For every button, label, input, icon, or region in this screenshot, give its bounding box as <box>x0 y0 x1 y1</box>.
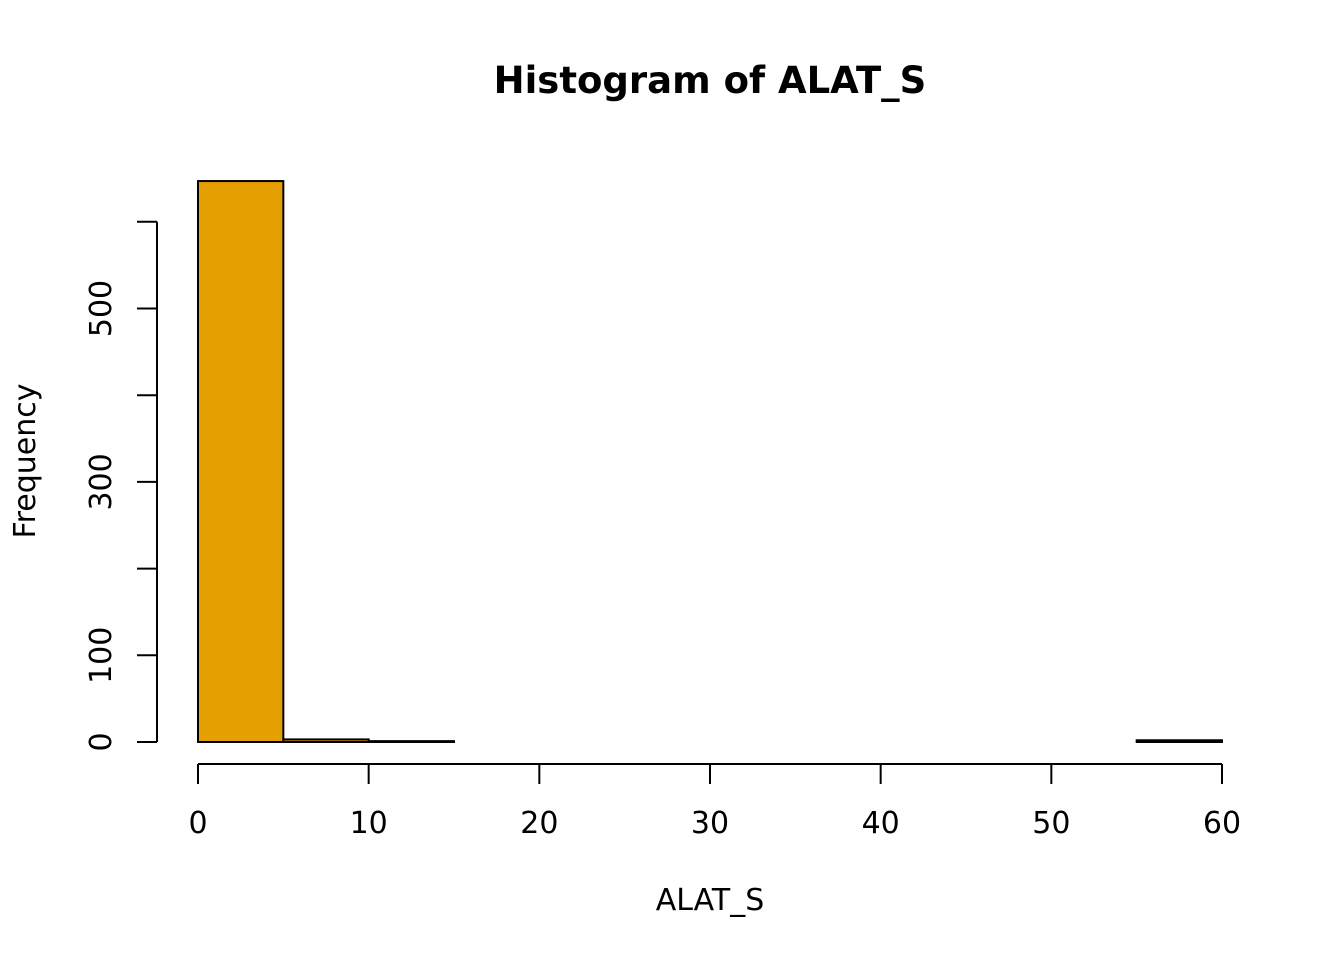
histogram-bar <box>367 740 455 743</box>
chart-title: Histogram of ALAT_S <box>494 59 927 102</box>
y-tick-label: 300 <box>84 453 119 510</box>
y-tick-label: 100 <box>84 627 119 684</box>
y-tick-label: 500 <box>84 280 119 337</box>
x-tick-label: 60 <box>1203 806 1241 841</box>
y-tick-label: 0 <box>84 732 119 751</box>
x-tick-label: 10 <box>350 806 388 841</box>
x-tick-label: 0 <box>188 806 207 841</box>
y-axis: 0 100 300 500 <box>84 220 158 752</box>
x-tick-label: 50 <box>1032 806 1070 841</box>
histogram-bar <box>1135 739 1223 743</box>
histogram-bars <box>197 180 1223 743</box>
histogram-bar <box>197 180 285 743</box>
x-tick-label: 40 <box>862 806 900 841</box>
x-axis: 0 10 20 30 40 50 60 <box>188 763 1241 841</box>
x-axis-label: ALAT_S <box>656 883 765 918</box>
x-tick-label: 30 <box>691 806 729 841</box>
y-axis-label: Frequency <box>8 384 43 539</box>
x-tick-label: 20 <box>520 806 558 841</box>
histogram-bar <box>282 738 370 743</box>
